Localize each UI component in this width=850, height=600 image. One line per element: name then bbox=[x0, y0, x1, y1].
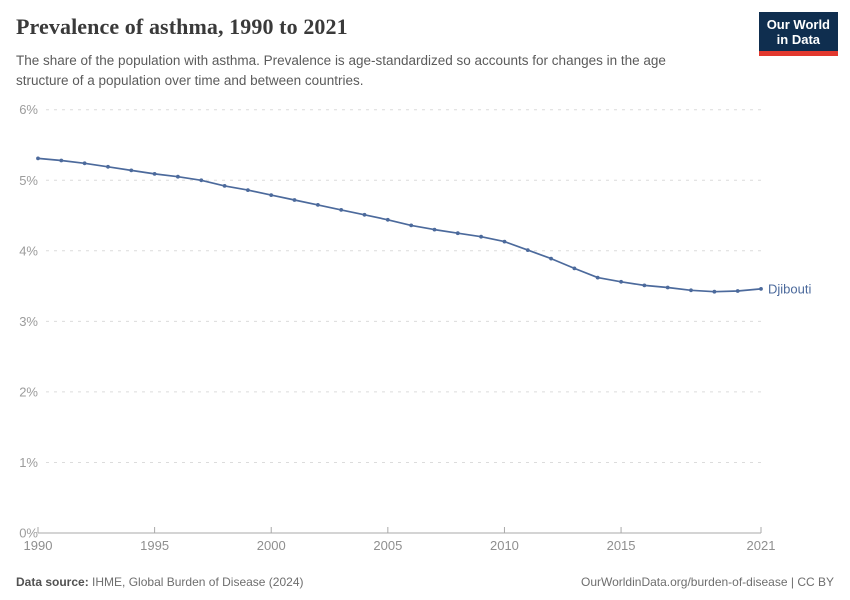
data-point bbox=[129, 168, 134, 173]
logo-text-line2: in Data bbox=[776, 32, 821, 47]
data-point bbox=[36, 156, 40, 161]
data-point bbox=[572, 266, 577, 271]
data-point bbox=[176, 174, 180, 179]
x-tick-label: 2021 bbox=[747, 538, 776, 553]
chart-footer: Data source: IHME, Global Burden of Dise… bbox=[16, 575, 834, 589]
owid-logo[interactable]: Our World in Data bbox=[758, 12, 838, 56]
series-line bbox=[37, 157, 762, 293]
data-point bbox=[292, 198, 297, 202]
data-point bbox=[595, 275, 600, 280]
data-point bbox=[339, 208, 344, 212]
series-label: Djibouti bbox=[768, 281, 811, 296]
x-tick-label: 2000 bbox=[257, 538, 286, 553]
data-point bbox=[409, 223, 414, 228]
data-source-value: IHME, Global Burden of Disease (2024) bbox=[92, 575, 304, 589]
data-point bbox=[689, 288, 693, 293]
data-point bbox=[432, 227, 437, 232]
page-title: Prevalence of asthma, 1990 to 2021 bbox=[16, 14, 348, 39]
x-tick-label: 2005 bbox=[373, 538, 402, 553]
chart-subtitle: The share of the population with asthma.… bbox=[16, 51, 666, 91]
subtitle-line-1: The share of the population with asthma.… bbox=[16, 53, 666, 68]
data-point bbox=[246, 188, 250, 193]
data-point bbox=[712, 289, 717, 294]
data-point bbox=[642, 283, 647, 288]
subtitle-line-2: structure of a population over time and … bbox=[16, 73, 364, 88]
data-point bbox=[455, 231, 460, 236]
data-point bbox=[525, 248, 530, 253]
x-tick-label: 2010 bbox=[490, 538, 519, 553]
credit-link[interactable]: OurWorldinData.org/burden-of-disease | C… bbox=[580, 575, 834, 589]
data-point bbox=[222, 184, 227, 188]
y-tick-label: 0% bbox=[19, 526, 38, 541]
data-point bbox=[735, 289, 740, 293]
data-point bbox=[269, 193, 274, 198]
data-point bbox=[82, 161, 87, 166]
data-point bbox=[106, 164, 110, 169]
data-point bbox=[59, 158, 64, 163]
data-point bbox=[152, 172, 157, 176]
data-point bbox=[479, 234, 483, 239]
data-point bbox=[759, 287, 763, 291]
data-point bbox=[199, 178, 204, 183]
y-tick-label: 6% bbox=[19, 102, 38, 117]
data-point bbox=[549, 256, 553, 261]
data-point bbox=[619, 279, 623, 284]
data-source-label: Data source: bbox=[16, 575, 89, 589]
data-point bbox=[502, 239, 507, 244]
x-tick-label: 1995 bbox=[140, 538, 169, 553]
y-tick-label: 2% bbox=[19, 384, 38, 399]
data-point bbox=[385, 217, 390, 222]
data-point bbox=[316, 203, 320, 207]
x-tick-label: 2015 bbox=[607, 538, 636, 553]
y-tick-label: 1% bbox=[19, 455, 38, 470]
data-point bbox=[362, 212, 367, 217]
y-tick-label: 4% bbox=[19, 243, 38, 258]
logo-text-line1: Our World bbox=[766, 17, 830, 32]
data-source: Data source: IHME, Global Burden of Dise… bbox=[16, 575, 303, 589]
x-tick-label: 1990 bbox=[24, 538, 53, 553]
y-tick-label: 3% bbox=[19, 314, 38, 329]
y-tick-label: 5% bbox=[19, 173, 38, 188]
data-point bbox=[665, 285, 670, 290]
